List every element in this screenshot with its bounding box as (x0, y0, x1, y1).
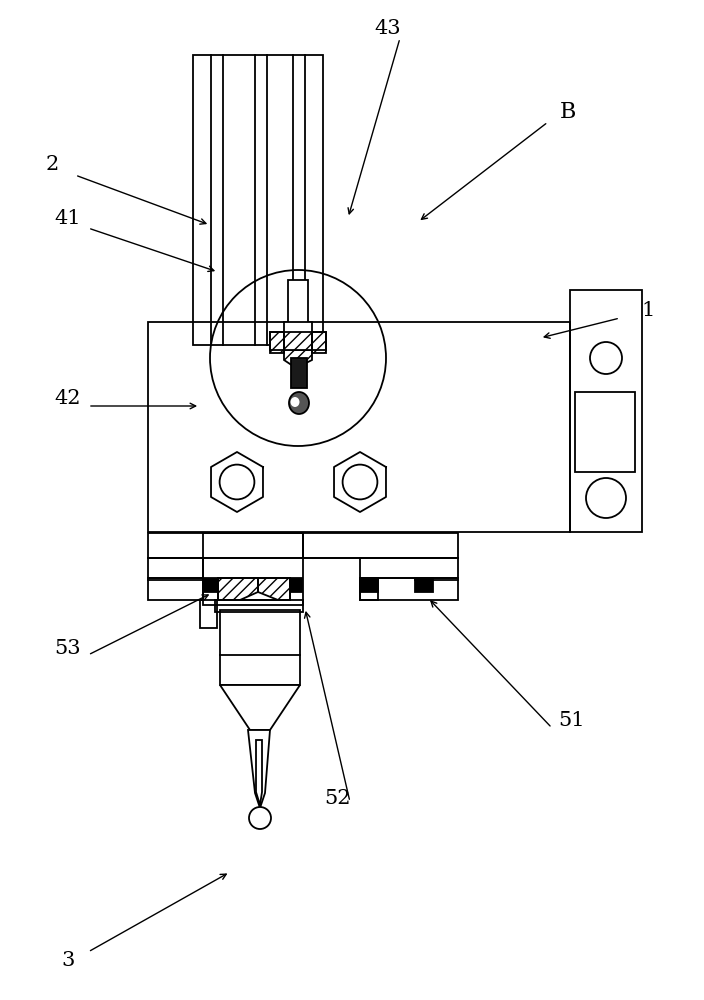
Circle shape (249, 807, 271, 829)
Ellipse shape (291, 397, 299, 407)
Bar (200, 600, 217, 628)
Bar (360, 558, 458, 578)
Text: 52: 52 (325, 788, 351, 808)
Bar (360, 578, 458, 600)
Bar (284, 322, 312, 350)
Bar (218, 578, 290, 600)
Text: 1: 1 (641, 300, 655, 320)
Bar (270, 332, 326, 350)
Polygon shape (256, 740, 262, 805)
Bar (148, 322, 570, 532)
Text: 41: 41 (55, 209, 82, 228)
Bar (360, 578, 378, 600)
Bar (575, 392, 635, 472)
Text: 43: 43 (375, 18, 401, 37)
Bar (203, 533, 303, 605)
Bar (290, 578, 302, 592)
Bar (203, 578, 218, 592)
Bar (193, 55, 323, 345)
Text: 53: 53 (55, 639, 82, 658)
Text: B: B (560, 101, 576, 123)
Ellipse shape (289, 392, 309, 414)
Bar (415, 578, 433, 592)
Text: 2: 2 (45, 155, 58, 174)
Polygon shape (248, 730, 270, 808)
Bar (148, 558, 203, 578)
Bar (148, 578, 203, 600)
Bar (288, 280, 308, 335)
Bar (570, 290, 642, 532)
Text: 3: 3 (61, 950, 75, 970)
Bar (291, 358, 307, 388)
Text: 51: 51 (559, 710, 585, 730)
Bar (220, 610, 300, 685)
Bar (148, 533, 303, 558)
Polygon shape (220, 685, 300, 730)
Bar (215, 600, 303, 612)
Text: 42: 42 (55, 388, 81, 408)
Bar (360, 578, 378, 592)
Bar (303, 533, 458, 558)
